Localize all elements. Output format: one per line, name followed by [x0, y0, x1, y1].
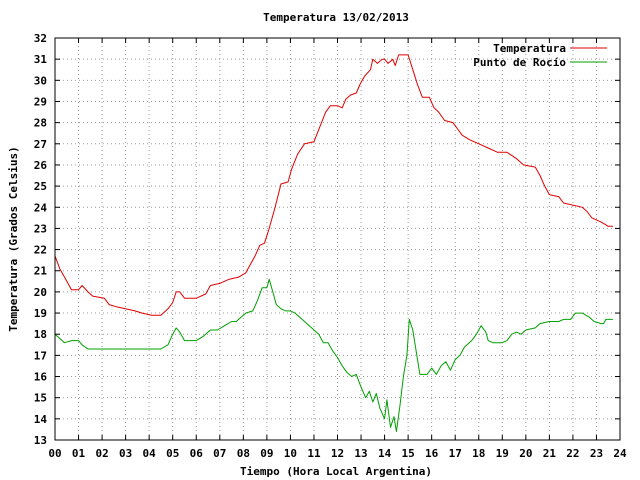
y-tick-label: 23	[34, 222, 47, 235]
y-tick-label: 17	[34, 349, 47, 362]
x-tick-label: 00	[48, 447, 61, 460]
legend-label-temperatura: Temperatura	[493, 42, 566, 55]
series-line-temperatura	[54, 54, 613, 316]
x-tick-label: 04	[143, 447, 157, 460]
x-axis-ticks: 00 01 02 03 04 05 06 07 08 09 10 11 12 13 14 15 16 17 18 19…	[48, 38, 627, 460]
x-tick-label: 08	[237, 447, 250, 460]
x-tick-label: 13	[354, 447, 367, 460]
chart-title: Temperatura 13/02/2013	[263, 11, 409, 24]
y-tick-label: 30	[34, 74, 47, 87]
x-tick-label: 09	[260, 447, 273, 460]
series-lines	[54, 54, 613, 432]
x-tick-label: 01	[72, 447, 86, 460]
y-tick-label: 24	[34, 201, 48, 214]
y-tick-label: 29	[34, 95, 47, 108]
y-tick-label: 19	[34, 307, 47, 320]
x-tick-label: 12	[331, 447, 344, 460]
y-axis-ticks: 13 14 15 16 17 18 19 20 21 22 23 24 25 26 27 28 29 30 31 32	[34, 32, 620, 447]
y-tick-label: 15	[34, 392, 47, 405]
y-tick-label: 31	[34, 53, 48, 66]
x-tick-label: 19	[496, 447, 509, 460]
x-tick-label: 06	[190, 447, 204, 460]
y-tick-label: 27	[34, 138, 47, 151]
y-tick-label: 22	[34, 244, 47, 257]
y-tick-label: 18	[34, 328, 47, 341]
x-tick-label: 18	[472, 447, 485, 460]
series-line-punto-de-rocio	[54, 278, 613, 432]
y-tick-label: 20	[34, 286, 47, 299]
y-tick-label: 16	[34, 371, 48, 384]
y-tick-label: 21	[34, 265, 48, 278]
y-tick-label: 28	[34, 117, 47, 130]
y-axis-label: Temperatura (Grados Celsius)	[7, 146, 20, 331]
x-tick-label: 11	[307, 447, 321, 460]
x-tick-label: 17	[449, 447, 462, 460]
x-tick-label: 24	[613, 447, 627, 460]
grid	[55, 38, 620, 440]
x-tick-label: 23	[590, 447, 603, 460]
legend-label-punto-de-rocio: Punto de Rocío	[473, 56, 566, 69]
x-axis-label: Tiempo (Hora Local Argentina)	[240, 465, 432, 478]
x-tick-label: 02	[95, 447, 108, 460]
y-tick-label: 25	[34, 180, 47, 193]
y-tick-label: 32	[34, 32, 47, 45]
y-tick-label: 13	[34, 434, 47, 447]
y-tick-label: 26	[34, 159, 48, 172]
y-tick-label: 14	[34, 413, 48, 426]
x-tick-label: 20	[519, 447, 532, 460]
x-tick-label: 05	[166, 447, 179, 460]
x-tick-label: 14	[378, 447, 392, 460]
x-tick-label: 22	[566, 447, 579, 460]
x-tick-label: 10	[284, 447, 297, 460]
x-tick-label: 16	[425, 447, 439, 460]
x-tick-label: 03	[119, 447, 132, 460]
x-tick-label: 15	[402, 447, 415, 460]
legend: Temperatura Punto de Rocío	[473, 42, 607, 69]
x-tick-label: 07	[213, 447, 226, 460]
x-tick-label: 21	[543, 447, 557, 460]
